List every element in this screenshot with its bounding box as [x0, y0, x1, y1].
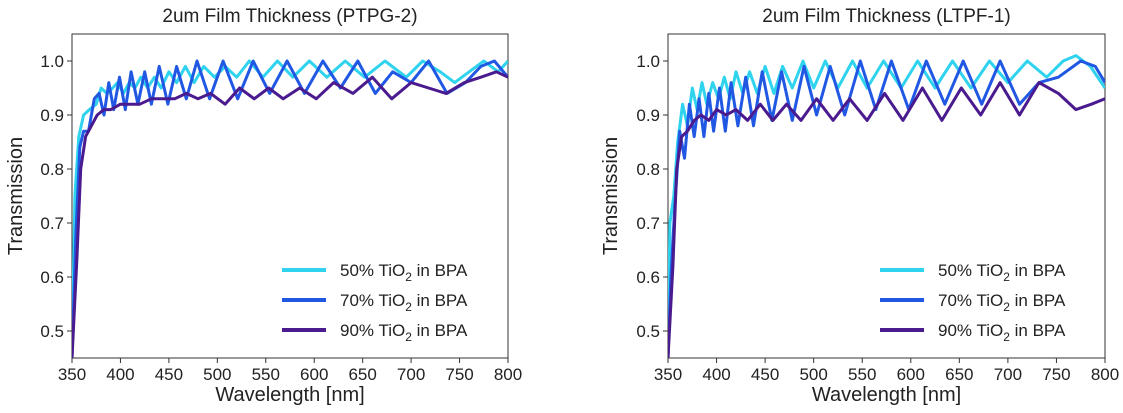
y-tick-label: 0.7: [636, 214, 660, 233]
y-tick-label: 0.5: [40, 322, 64, 341]
legend-label: 70% TiO2 in BPA: [938, 291, 1066, 314]
x-axis-label: Wavelength [nm]: [812, 384, 961, 406]
y-tick-label: 0.6: [636, 268, 660, 287]
x-axis-label: Wavelength [nm]: [215, 384, 364, 406]
chart-panel-1: 2um Film Thickness (PTPG-2) 350 400 450 500 5…: [5, 6, 522, 406]
plot-frame: [667, 33, 1106, 359]
y-tick-label: 1.0: [636, 52, 660, 71]
y-tick-label: 0.5: [636, 322, 660, 341]
legend: 50% TiO2 in BPA 70% TiO2 in BPA 90% TiO2 i…: [282, 261, 468, 344]
y-tick-label: 0.6: [40, 268, 64, 287]
y-axis-label: Transmission: [600, 137, 622, 255]
legend-label: 50% TiO2 in BPA: [340, 261, 468, 284]
legend: 50% TiO2 in BPA 70% TiO2 in BPA 90% TiO2 i…: [880, 261, 1066, 344]
x-tick-label: 550: [252, 365, 280, 384]
series-line-1: [668, 54, 1105, 358]
y-tick-label: 1.0: [40, 52, 64, 71]
y-axis-label: Transmission: [5, 137, 27, 255]
series-line-2: [668, 59, 1105, 358]
chart-panel-2: 2um Film Thickness (LTPF-1) 350 400 450 500 5…: [600, 6, 1119, 406]
x-tick-label: 400: [106, 365, 134, 384]
x-tick-label: 350: [654, 365, 682, 384]
x-tick-label: 650: [348, 365, 376, 384]
x-tick-label: 750: [445, 365, 473, 384]
y-tick-label: 0.9: [40, 106, 64, 125]
x-tick-label: 450: [155, 365, 183, 384]
plot-frame: [71, 33, 509, 359]
y-tick-label: 0.8: [40, 160, 64, 179]
x-tick-label: 800: [494, 365, 522, 384]
chart-title: 2um Film Thickness (PTPG-2): [162, 6, 417, 27]
x-tick-label: 650: [945, 365, 973, 384]
x-tick-label: 350: [58, 365, 86, 384]
x-tick-label: 400: [702, 365, 730, 384]
x-tick-label: 800: [1091, 365, 1119, 384]
legend-label: 90% TiO2 in BPA: [938, 321, 1066, 344]
x-tick-label: 700: [994, 365, 1022, 384]
series-line-2: [72, 59, 508, 358]
legend-label: 90% TiO2 in BPA: [340, 321, 468, 344]
x-tick-label: 600: [300, 365, 328, 384]
series-line-3: [668, 81, 1105, 358]
y-tick-label: 0.8: [636, 160, 660, 179]
legend-label: 50% TiO2 in BPA: [938, 261, 1066, 284]
x-tick-label: 450: [751, 365, 779, 384]
x-tick-label: 750: [1042, 365, 1070, 384]
x-tick-label: 600: [897, 365, 925, 384]
legend-label: 70% TiO2 in BPA: [340, 291, 468, 314]
x-tick-label: 700: [397, 365, 425, 384]
x-tick-label: 500: [799, 365, 827, 384]
chart-title: 2um Film Thickness (LTPF-1): [762, 6, 1010, 27]
x-tick-label: 550: [848, 365, 876, 384]
series-line-3: [72, 70, 508, 358]
y-tick-label: 0.9: [636, 106, 660, 125]
x-tick-label: 500: [203, 365, 231, 384]
y-tick-label: 0.7: [40, 214, 64, 233]
